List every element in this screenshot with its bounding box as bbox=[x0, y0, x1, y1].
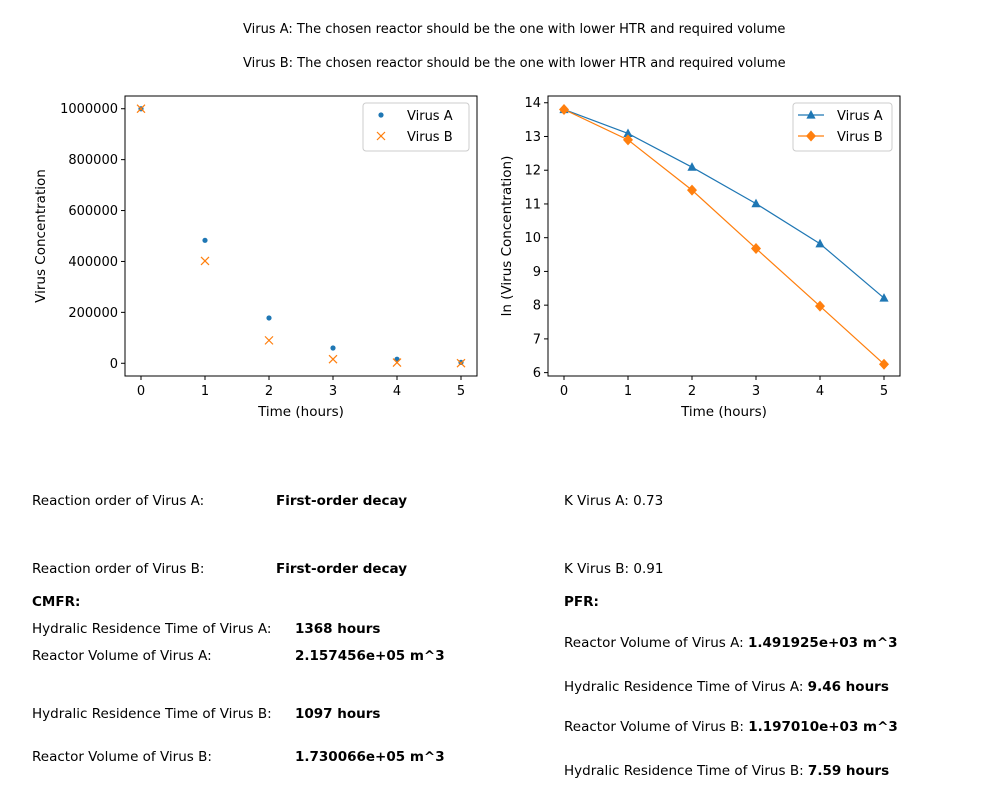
chart2-xlabel: Time (hours) bbox=[680, 404, 767, 420]
header-line-virus-b: Virus B: The chosen reactor should be th… bbox=[243, 56, 786, 71]
chart2-legend-label-1: Virus A bbox=[837, 109, 883, 124]
chart2-xtick-label: 1 bbox=[624, 384, 632, 399]
chart1-series-2-point bbox=[136, 104, 146, 114]
pfr-title: PFR: bbox=[564, 594, 599, 610]
chart1-series-2-point bbox=[200, 256, 210, 266]
chart2-series-1-point bbox=[687, 162, 697, 171]
chart1-xtick-label: 5 bbox=[457, 384, 465, 399]
pfr-hrt-b-label: Hydralic Residence Time of Virus B: bbox=[564, 763, 804, 779]
chart2-legend-label-2: Virus B bbox=[837, 130, 883, 145]
chart1-ylabel: Virus Concentration bbox=[33, 169, 49, 303]
k-virus-b-value: 0.91 bbox=[633, 561, 664, 577]
chart1-xtick-label: 0 bbox=[137, 384, 145, 399]
chart2-ytick-label: 8 bbox=[533, 299, 541, 314]
chart1-ytick-label: 800000 bbox=[68, 153, 118, 168]
chart2-ytick-label: 6 bbox=[533, 366, 541, 381]
pfr-hrt-a-value: 9.46 hours bbox=[807, 679, 889, 695]
chart1-legend-label-1: Virus A bbox=[407, 109, 453, 124]
pfr-hrt-b: Hydralic Residence Time of Virus B: 7.59… bbox=[564, 763, 889, 779]
cmfr-title: CMFR: bbox=[32, 594, 81, 610]
pfr-volume-a-label: Reactor Volume of Virus A: bbox=[564, 635, 744, 651]
chart2-series-2-point bbox=[751, 242, 761, 254]
chart2-xtick-label: 5 bbox=[880, 384, 888, 399]
chart2-series-2-line bbox=[563, 108, 885, 365]
chart2-ytick-label: 9 bbox=[533, 265, 541, 280]
chart2-ytick-label: 11 bbox=[524, 197, 541, 212]
header-line-virus-a: Virus A: The chosen reactor should be th… bbox=[243, 22, 786, 37]
cmfr-hrt-b-label: Hydralic Residence Time of Virus B: bbox=[32, 706, 272, 722]
chart2-series-2-point bbox=[879, 358, 889, 370]
chart1-xtick-label: 3 bbox=[329, 384, 337, 399]
charts-canvas: 0 1 2 3 4 502000004000006000008000001000000Ti… bbox=[33, 95, 901, 420]
chart2-ytick-label: 7 bbox=[533, 332, 541, 347]
chart1-ytick-label: 0 bbox=[110, 357, 118, 372]
pfr-hrt-a: Hydralic Residence Time of Virus A: 9.46… bbox=[564, 679, 889, 695]
chart2-series-2-point bbox=[623, 134, 633, 146]
order-virus-a-value: First-order decay bbox=[276, 493, 408, 509]
pfr-volume-a: Reactor Volume of Virus A: 1.491925e+03 … bbox=[564, 635, 898, 651]
chart1-series-2-point bbox=[392, 358, 402, 367]
chart2-ytick-label: 14 bbox=[524, 96, 541, 111]
chart2-series-1-line bbox=[563, 108, 885, 299]
cmfr-hrt-b-value: 1097 hours bbox=[295, 706, 381, 722]
chart2-legend-marker-1 bbox=[806, 110, 816, 119]
chart2-xtick-label: 0 bbox=[560, 384, 568, 399]
chart2-series-2-point bbox=[559, 103, 569, 115]
chart1-xtick-label: 2 bbox=[265, 384, 273, 399]
chart2-ytick-label: 10 bbox=[524, 231, 541, 246]
pfr-volume-b: Reactor Volume of Virus B: 1.197010e+03 … bbox=[564, 719, 898, 735]
cmfr-volume-a-label: Reactor Volume of Virus A: bbox=[32, 648, 212, 664]
chart1-xtick-label: 4 bbox=[393, 384, 401, 399]
chart1-series-2-point bbox=[328, 354, 338, 364]
chart1-series-2-point bbox=[456, 358, 466, 368]
chart2-series-1-point bbox=[623, 128, 633, 138]
chart2-series-1-point bbox=[751, 198, 761, 208]
chart1-ytick-label: 600000 bbox=[68, 204, 118, 219]
chart2-xtick-label: 4 bbox=[816, 384, 824, 399]
chart1-legend-marker-2 bbox=[376, 131, 386, 141]
k-virus-a: K Virus A: 0.73 bbox=[564, 493, 663, 509]
chart1-frame bbox=[124, 95, 478, 377]
chart2-ylabel: ln (Virus Concentration) bbox=[499, 156, 515, 317]
chart2-legend-marker-2 bbox=[806, 130, 816, 142]
chart1-series-1-point bbox=[202, 237, 208, 243]
pfr-volume-b-label: Reactor Volume of Virus B: bbox=[564, 719, 744, 735]
pfr-hrt-a-label: Hydralic Residence Time of Virus A: bbox=[564, 679, 804, 695]
chart1-legend bbox=[362, 102, 470, 152]
chart1-ytick-label: 200000 bbox=[68, 306, 118, 321]
chart2-xtick-label: 3 bbox=[752, 384, 760, 399]
k-virus-b: K Virus B: 0.91 bbox=[564, 561, 663, 577]
chart1-legend-marker-1 bbox=[378, 112, 384, 118]
chart2-series-2-point bbox=[687, 184, 697, 196]
cmfr-volume-a-value: 2.157456e+05 m^3 bbox=[295, 648, 445, 664]
cmfr-volume-b-label: Reactor Volume of Virus B: bbox=[32, 749, 212, 765]
chart2-xtick-label: 2 bbox=[688, 384, 696, 399]
cmfr-hrt-a-label: Hydralic Residence Time of Virus A: bbox=[32, 621, 272, 637]
pfr-volume-a-value: 1.491925e+03 m^3 bbox=[747, 635, 898, 651]
chart1-xtick-label: 1 bbox=[201, 384, 209, 399]
chart2-series-1-point bbox=[815, 238, 825, 248]
chart2-ytick-label: 13 bbox=[524, 130, 541, 145]
chart1-series-1-point bbox=[266, 315, 272, 321]
order-virus-b-label: Reaction order of Virus B: bbox=[32, 561, 205, 577]
order-virus-a-label: Reaction order of Virus A: bbox=[32, 493, 205, 509]
order-virus-b-value: First-order decay bbox=[276, 561, 408, 577]
chart1-ytick-label: 1000000 bbox=[60, 102, 118, 117]
k-virus-a-value: 0.73 bbox=[633, 493, 664, 509]
k-virus-b-label: K Virus B: bbox=[564, 561, 630, 577]
chart2-ytick-label: 12 bbox=[524, 164, 541, 179]
chart2-series-1-point bbox=[879, 293, 889, 302]
chart2-frame bbox=[547, 95, 901, 377]
k-virus-a-label: K Virus A: bbox=[564, 493, 629, 509]
chart1-series-2-point bbox=[264, 335, 274, 345]
chart2-series-2-point bbox=[815, 300, 825, 312]
cmfr-hrt-a-value: 1368 hours bbox=[295, 621, 381, 637]
chart1-xlabel: Time (hours) bbox=[257, 404, 344, 420]
chart1-series-1-point bbox=[330, 345, 336, 351]
pfr-volume-b-value: 1.197010e+03 m^3 bbox=[748, 719, 898, 735]
chart1-ytick-label: 400000 bbox=[68, 255, 118, 270]
cmfr-volume-b-value: 1.730066e+05 m^3 bbox=[295, 749, 445, 765]
chart1-legend-label-2: Virus B bbox=[407, 130, 453, 145]
pfr-hrt-b-value: 7.59 hours bbox=[807, 763, 890, 779]
